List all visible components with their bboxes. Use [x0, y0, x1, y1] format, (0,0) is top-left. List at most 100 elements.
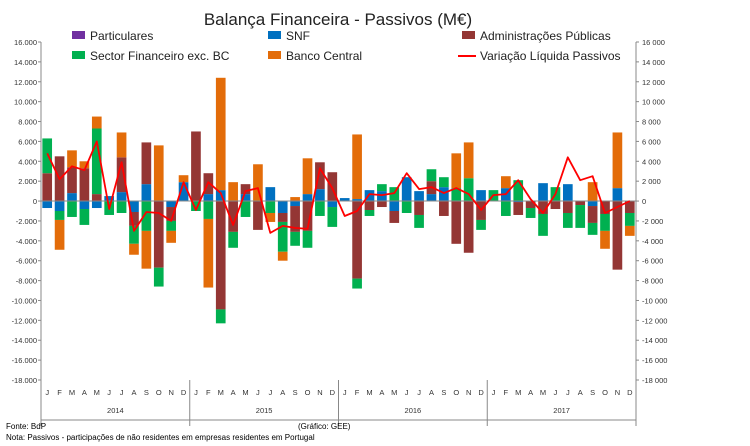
bar-banco-central [141, 230, 152, 269]
bar-snf [377, 191, 387, 202]
y-tick-label-right: -14 000 [642, 336, 667, 345]
bar-snf [439, 187, 449, 202]
x-tick-label: J [566, 388, 570, 397]
bar-administra-es-p-blicas [153, 201, 164, 268]
bar-administra-es-p-blicas [587, 206, 598, 223]
x-tick-label: F [206, 388, 211, 397]
legend-label-banco-central: Banco Central [286, 49, 362, 63]
x-tick-label: F [57, 388, 62, 397]
bar-sector-financeiro-exc-bc [525, 208, 536, 218]
bar-sector-financeiro-exc-bc [624, 212, 635, 226]
y-tick-label: -6.000 [16, 257, 37, 266]
bar-sector-financeiro-exc-bc [42, 138, 53, 174]
bar-snf [91, 201, 102, 209]
y-tick-label: 0 [33, 197, 37, 206]
bar-administra-es-p-blicas [612, 201, 623, 270]
bar-banco-central [600, 230, 610, 249]
x-tick-label: A [280, 388, 285, 397]
bar-banco-central [352, 134, 362, 200]
bar-banco-central [587, 182, 598, 202]
bar-sector-financeiro-exc-bc [352, 278, 362, 289]
bar-snf [277, 201, 288, 213]
bar-administra-es-p-blicas [129, 211, 139, 226]
bar-sector-financeiro-exc-bc [315, 201, 325, 216]
x-tick-label: J [405, 388, 409, 397]
bar-sector-financeiro-exc-bc [389, 187, 400, 202]
bar-sector-financeiro-exc-bc [476, 219, 486, 230]
x-tick-label: A [578, 388, 583, 397]
bar-administra-es-p-blicas [215, 201, 226, 310]
x-tick-label: J [194, 388, 198, 397]
bar-snf [302, 194, 313, 202]
bar-administra-es-p-blicas [451, 201, 462, 244]
x-tick-label: A [82, 388, 87, 397]
y-tick-label-right: -18 000 [642, 376, 667, 385]
bar-banco-central [178, 175, 189, 183]
legend-swatch-administracoes-publicas [462, 31, 475, 39]
y-tick-label: -4.000 [16, 237, 37, 246]
x-tick-label: A [429, 388, 434, 397]
bar-snf [612, 188, 623, 202]
y-tick-label-right: -12 000 [642, 316, 667, 325]
bar-administra-es-p-blicas [624, 201, 635, 213]
bar-administra-es-p-blicas [166, 207, 176, 221]
y-tick-label-right: -4 000 [642, 237, 663, 246]
bar-sector-financeiro-exc-bc [364, 210, 375, 216]
bar-banco-central [302, 158, 313, 195]
x-tick-label: S [293, 388, 298, 397]
y-tick-label-right: 6 000 [642, 137, 661, 146]
bar-administra-es-p-blicas [302, 201, 313, 231]
bar-sector-financeiro-exc-bc [277, 221, 288, 252]
bar-administra-es-p-blicas [253, 201, 263, 230]
bar-snf [339, 198, 350, 202]
x-tick-label: F [355, 388, 360, 397]
line-variacao-liquida-passivos [46, 140, 631, 234]
bar-sector-financeiro-exc-bc [141, 201, 152, 231]
bar-sector-financeiro-exc-bc [451, 188, 462, 202]
bar-snf [116, 192, 127, 202]
bar-administra-es-p-blicas [67, 167, 77, 194]
chart-credit: (Gráfico: GEE) [298, 422, 351, 431]
bar-sector-financeiro-exc-bc [116, 201, 127, 213]
bar-snf [178, 182, 189, 202]
y-tick-label: 8.000 [18, 118, 37, 127]
x-tick-label: M [366, 388, 372, 397]
x-tick-label: N [317, 388, 322, 397]
bar-administra-es-p-blicas [575, 201, 586, 206]
legend-label-sector-financeiro-exc-bc: Sector Financeiro exc. BC [90, 49, 230, 63]
bar-sector-financeiro-exc-bc [203, 201, 214, 219]
bar-sector-financeiro-exc-bc [91, 128, 102, 195]
bar-snf [315, 189, 325, 202]
bar-sector-financeiro-exc-bc [290, 231, 300, 246]
bar-snf [67, 193, 77, 202]
bar-sector-financeiro-exc-bc [240, 201, 251, 217]
bar-administra-es-p-blicas [42, 173, 53, 202]
bar-banco-central [166, 230, 176, 243]
bar-snf [401, 177, 412, 202]
bar-banco-central [265, 212, 276, 222]
y-tick-label: 2.000 [18, 177, 37, 186]
bar-sector-financeiro-exc-bc [129, 225, 139, 244]
bar-sector-financeiro-exc-bc [377, 184, 387, 192]
bar-banco-central [153, 145, 164, 202]
bar-snf [141, 184, 152, 202]
x-year-label: 2015 [256, 406, 273, 415]
bar-banco-central [253, 164, 263, 202]
bar-administra-es-p-blicas [141, 142, 152, 185]
y-tick-label-right: 4 000 [642, 157, 661, 166]
legend-swatch-sector-financeiro-exc-bc [72, 51, 85, 59]
bar-administra-es-p-blicas [377, 201, 387, 208]
footnote: Nota: Passivos - participações de não re… [6, 433, 315, 442]
x-tick-label: S [144, 388, 149, 397]
bar-snf [79, 201, 90, 210]
x-tick-label: D [181, 388, 187, 397]
bar-administra-es-p-blicas [315, 162, 325, 190]
bar-banco-central [116, 132, 127, 158]
x-tick-label: J [417, 388, 421, 397]
bar-snf [389, 201, 400, 211]
y-tick-label: -2.000 [16, 217, 37, 226]
x-tick-label: M [540, 388, 546, 397]
bar-snf [426, 194, 437, 202]
bar-banco-central [54, 219, 65, 250]
bar-banco-central [129, 243, 139, 255]
